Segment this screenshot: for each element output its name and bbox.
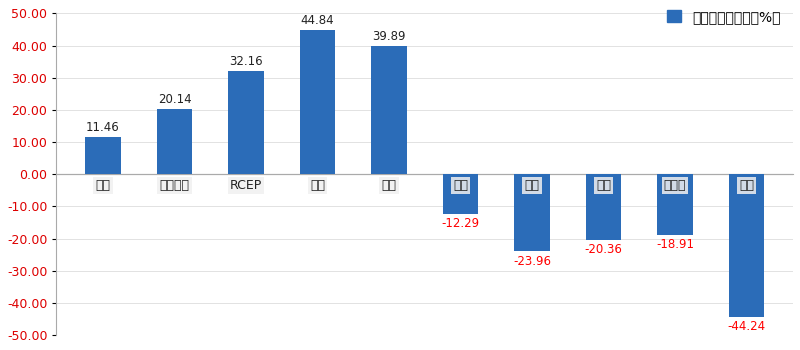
Bar [442,174,478,214]
Text: -20.36: -20.36 [585,243,622,256]
Bar [300,30,335,174]
Text: -12.29: -12.29 [442,217,479,230]
Bar [586,174,622,240]
Bar [85,138,121,174]
Bar [228,71,264,174]
Bar [729,174,765,316]
Bar [514,174,550,251]
Text: 中东欧: 中东欧 [664,179,686,192]
Text: 11.46: 11.46 [86,121,120,134]
Text: -18.91: -18.91 [656,238,694,251]
Legend: 出口额同比增速（%）: 出口额同比增速（%） [662,4,786,29]
Text: 44.84: 44.84 [301,14,334,27]
Text: 西亚: 西亚 [453,179,468,192]
Text: 一带一路: 一带一路 [159,179,190,192]
Text: RCEP: RCEP [230,179,262,192]
Bar [371,46,407,174]
Text: -23.96: -23.96 [513,254,551,267]
Text: 南亚: 南亚 [382,179,397,192]
Text: 39.89: 39.89 [372,30,406,43]
Text: 欧盟: 欧盟 [525,179,539,192]
Text: 东亚: 东亚 [596,179,611,192]
Bar [657,174,693,235]
Text: 东盟: 东盟 [310,179,325,192]
Text: 全球: 全球 [95,179,110,192]
Text: 中亚: 中亚 [739,179,754,192]
Text: 20.14: 20.14 [158,93,191,106]
Text: 32.16: 32.16 [229,55,262,68]
Bar [157,110,192,174]
Text: -44.24: -44.24 [727,320,766,333]
